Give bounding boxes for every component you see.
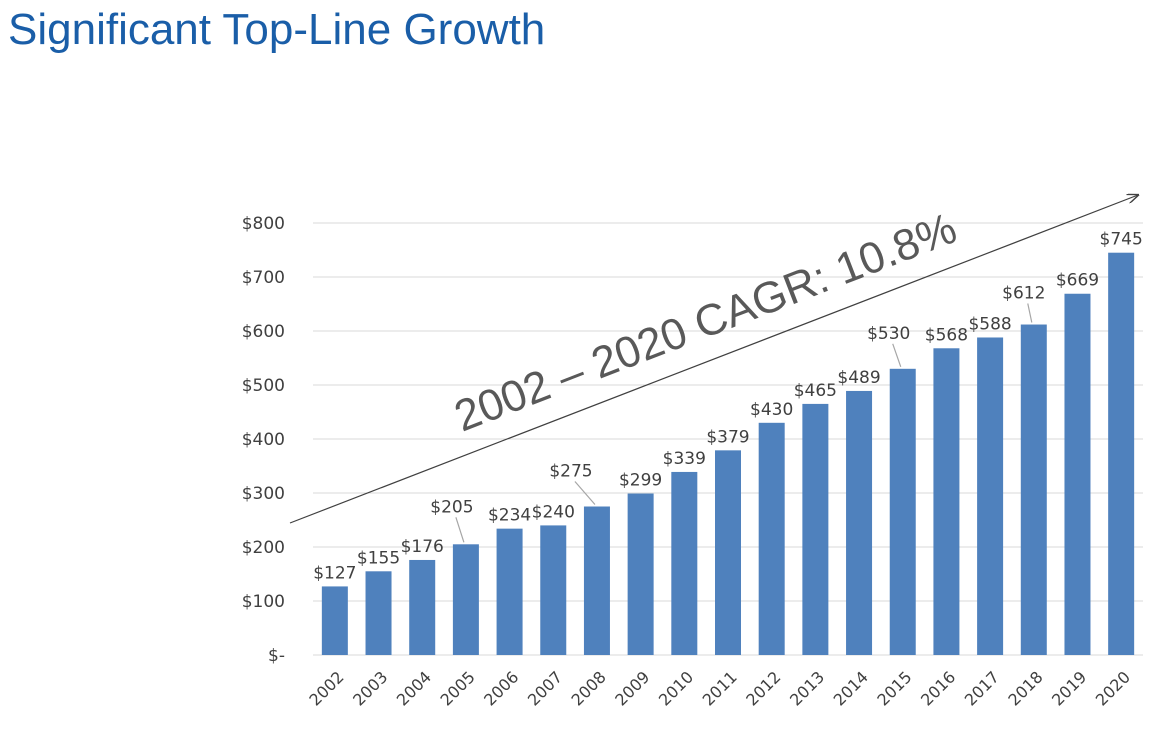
page-title: Significant Top-Line Growth	[8, 5, 546, 54]
data-label-2018: $612	[1002, 284, 1045, 304]
bar-2009	[627, 493, 654, 655]
bar-2002	[321, 586, 348, 655]
x-tick-label-2010: 2010	[655, 667, 697, 709]
bar-2014	[846, 390, 873, 655]
y-tick-label: $600	[242, 322, 285, 342]
bar-2010	[671, 471, 698, 655]
y-tick-label: $100	[242, 592, 285, 612]
cagr-annotation: 2002 – 2020 CAGR: 10.8%	[448, 204, 963, 442]
y-tick-label: $800	[242, 214, 285, 234]
x-tick-label-2004: 2004	[393, 667, 435, 709]
bar-2006	[496, 528, 523, 655]
data-label-2015: $530	[867, 324, 910, 344]
data-label-2010: $339	[663, 449, 706, 469]
y-tick-label: $400	[242, 430, 285, 450]
data-label-2020: $745	[1100, 230, 1143, 250]
bar-2016	[933, 348, 960, 655]
data-label-2013: $465	[794, 381, 837, 401]
data-label-2007: $240	[532, 502, 575, 522]
data-label-leader	[455, 517, 465, 543]
data-label-2008: $275	[549, 462, 592, 482]
data-label-2004: $176	[401, 537, 444, 557]
x-tick-label-2007: 2007	[524, 667, 566, 709]
x-tick-label-2012: 2012	[742, 667, 784, 709]
data-label-leader	[574, 481, 596, 505]
bar-2020	[1108, 252, 1135, 655]
data-label-2017: $588	[968, 314, 1011, 334]
x-tick-label-2015: 2015	[873, 667, 915, 709]
bar-2018	[1020, 324, 1047, 655]
data-label-2012: $430	[750, 400, 793, 420]
bar-2005	[452, 544, 479, 655]
x-tick-label-2018: 2018	[1004, 667, 1046, 709]
bar-2007	[540, 525, 567, 655]
bar-2012	[758, 422, 785, 655]
data-label-2009: $299	[619, 471, 662, 491]
x-tick-label-2020: 2020	[1092, 667, 1134, 709]
cagr-trend-arrow	[289, 195, 1138, 524]
bar-2011	[715, 450, 741, 655]
y-tick-label: $200	[242, 538, 285, 558]
y-tick-label: $500	[242, 376, 285, 396]
y-tick-label: $300	[242, 484, 285, 504]
data-label-2016: $568	[925, 325, 968, 345]
data-label-2014: $489	[837, 368, 880, 388]
x-tick-label-2014: 2014	[830, 667, 872, 709]
data-label-2005: $205	[430, 497, 473, 517]
x-tick-label-2008: 2008	[568, 667, 610, 709]
bar-2013	[802, 403, 829, 655]
bar-2015	[889, 368, 916, 655]
data-label-2006: $234	[488, 506, 531, 526]
data-label-leader	[1027, 303, 1033, 323]
x-tick-label-2011: 2011	[699, 667, 741, 709]
bar-2008	[583, 506, 610, 655]
x-tick-label-2006: 2006	[480, 667, 522, 709]
data-label-2011: $379	[706, 427, 749, 447]
y-tick-label: $700	[242, 268, 285, 288]
x-tick-label-2005: 2005	[436, 667, 478, 709]
x-tick-label-2016: 2016	[917, 667, 959, 709]
data-label-2002: $127	[313, 563, 356, 583]
bar-2017	[977, 337, 1004, 655]
x-tick-label-2009: 2009	[611, 667, 653, 709]
bar-2003	[365, 571, 392, 655]
x-tick-label-2017: 2017	[961, 667, 1003, 709]
bar-2004	[409, 559, 436, 655]
x-tick-label-2002: 2002	[305, 667, 347, 709]
x-tick-label-2003: 2003	[349, 667, 391, 709]
x-tick-label-2019: 2019	[1048, 667, 1090, 709]
data-label-2003: $155	[357, 548, 400, 568]
x-tick-label-2013: 2013	[786, 667, 828, 709]
data-label-leader	[892, 343, 902, 367]
y-tick-label: $-	[268, 646, 285, 666]
bar-2019	[1064, 293, 1091, 655]
data-label-2019: $669	[1056, 271, 1099, 291]
